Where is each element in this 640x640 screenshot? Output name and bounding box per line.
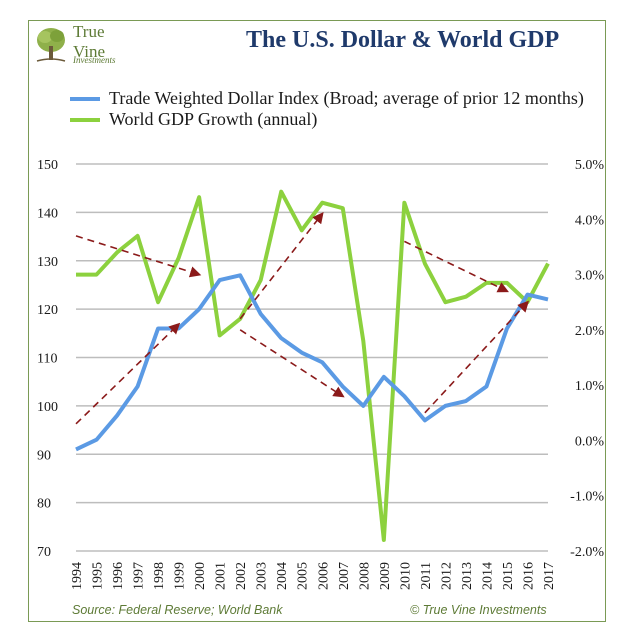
y-left-tick-label: 140	[37, 206, 58, 221]
x-tick-label: 1995	[91, 562, 106, 590]
x-tick-label: 2011	[419, 562, 434, 589]
y-left-tick-label: 110	[37, 352, 57, 367]
tree-logo-icon	[36, 28, 66, 62]
chart-title: The U.S. Dollar & World GDP	[246, 27, 560, 53]
x-tick-label: 2005	[296, 562, 311, 590]
x-tick-label: 2009	[378, 562, 393, 590]
x-tick-label: 2012	[439, 562, 454, 590]
x-tick-label: 2003	[255, 562, 270, 590]
x-tick-label: 2002	[234, 562, 249, 590]
x-tick-label: 2014	[480, 562, 495, 590]
logo-text: True Vine	[73, 22, 105, 62]
logo-line1: True	[73, 22, 105, 41]
x-tick-label: 2008	[357, 562, 372, 590]
y-right-tick-label: 2.0%	[575, 324, 605, 339]
x-tick-label: 2010	[398, 562, 413, 590]
y-right-tick-label: 0.0%	[575, 434, 605, 449]
trend-arrow	[403, 240, 509, 293]
trend-arrow	[239, 211, 324, 320]
series-line-dollar	[75, 273, 549, 452]
y-left-tick-label: 80	[37, 497, 51, 512]
x-tick-label: 2001	[214, 562, 229, 590]
x-tick-label: 2007	[337, 562, 352, 590]
x-tick-label: 2006	[316, 562, 331, 590]
y-left-tick-label: 130	[37, 255, 58, 270]
trend-arrow	[75, 322, 181, 425]
x-tick-label: 1997	[132, 562, 147, 590]
x-tick-label: 2013	[460, 562, 475, 590]
legend-label-gdp: World GDP Growth (annual)	[109, 109, 318, 129]
x-tick-label: 2015	[501, 562, 516, 590]
x-tick-label: 1999	[173, 562, 188, 590]
x-tick-label: 2004	[275, 562, 290, 590]
logo-subtitle: Investments	[73, 55, 116, 65]
legend-swatch-gdp	[70, 117, 100, 122]
y-left-tick-label: 100	[37, 400, 58, 415]
trend-arrow	[424, 300, 530, 414]
y-right-tick-label: 5.0%	[575, 158, 605, 173]
y-left-tick-label: 70	[37, 545, 51, 560]
trend-arrow	[75, 235, 202, 278]
legend-item-gdp: World GDP Growth (annual)	[70, 109, 317, 130]
y-left-tick-label: 150	[37, 158, 58, 173]
x-tick-label: 1996	[111, 562, 126, 590]
x-tick-label: 2016	[521, 562, 536, 590]
legend-label-dollar: Trade Weighted Dollar Index (Broad; aver…	[109, 88, 584, 108]
y-right-tick-label: 1.0%	[575, 379, 605, 394]
trend-arrow	[239, 329, 345, 398]
x-tick-label: 1994	[70, 562, 85, 590]
y-right-tick-label: -1.0%	[570, 490, 604, 505]
y-right-tick-label: -2.0%	[570, 545, 604, 560]
x-tick-label: 1998	[152, 562, 167, 590]
x-tick-label: 2000	[193, 562, 208, 590]
series-line-gdp	[76, 189, 550, 542]
source-note: Source: Federal Reserve; World Bank	[72, 603, 283, 617]
y-right-tick-label: 4.0%	[575, 213, 605, 228]
y-left-tick-label: 120	[37, 303, 58, 318]
copyright-note: © True Vine Investments	[410, 603, 547, 617]
logo-line2: Vine	[73, 42, 106, 61]
y-right-tick-label: 3.0%	[575, 269, 605, 284]
legend-item-dollar: Trade Weighted Dollar Index (Broad; aver…	[70, 88, 584, 109]
chart-frame	[28, 20, 606, 622]
y-left-tick-label: 90	[37, 448, 51, 463]
x-tick-label: 2017	[542, 562, 557, 590]
legend-swatch-dollar	[70, 96, 100, 101]
